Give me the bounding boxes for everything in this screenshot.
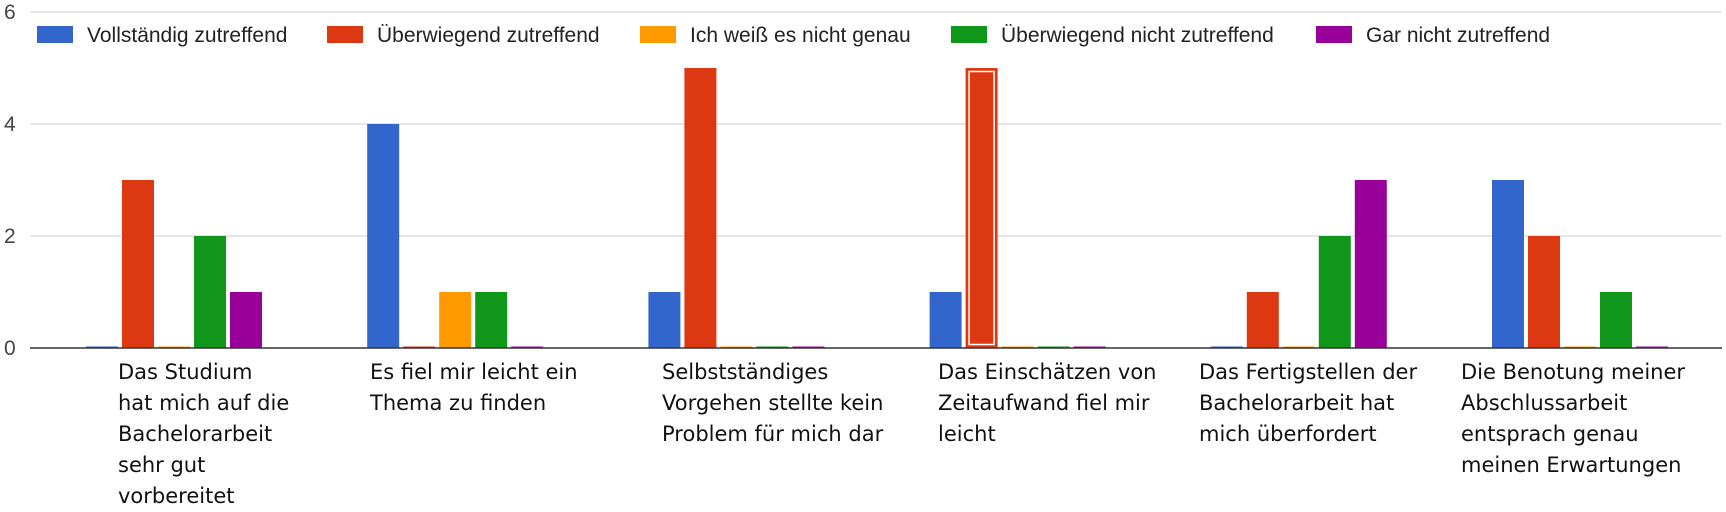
legend-swatch-4 bbox=[951, 26, 987, 43]
y-tick-label-2: 2 bbox=[4, 225, 16, 248]
bar-5-series-4 bbox=[1318, 236, 1351, 348]
legend-swatch-5 bbox=[1316, 26, 1352, 43]
y-tick-label-0: 0 bbox=[4, 337, 16, 360]
bars bbox=[86, 68, 1668, 348]
bar-highlight-outline bbox=[968, 70, 995, 346]
legend-label-5: Gar nicht zutreffend bbox=[1366, 24, 1550, 47]
bar-6-series-1 bbox=[1492, 180, 1524, 348]
x-tick-label-4: Das Einschätzen von Zeitaufwand fiel mir… bbox=[938, 360, 1157, 446]
legend-label-4: Überwiegend nicht zutreffend bbox=[1001, 24, 1274, 47]
legend-label-2: Überwiegend zutreffend bbox=[377, 24, 600, 47]
bar-6-series-2 bbox=[1528, 236, 1560, 348]
x-tick-label-3: Selbstständiges Vorgehen stellte kein Pr… bbox=[662, 360, 884, 446]
legend: Vollständig zutreffend Überwiegend zutref… bbox=[37, 24, 1550, 47]
legend-label-3: Ich weiß es nicht genau bbox=[690, 24, 911, 47]
bar-2-series-3 bbox=[439, 292, 472, 348]
bar-5-series-2 bbox=[1246, 292, 1279, 348]
x-tick-label-6: Die Benotung meiner Abschlussarbeit ents… bbox=[1461, 360, 1686, 477]
x-tick-label-2: Es fiel mir leicht ein Thema zu finden bbox=[370, 360, 578, 415]
bar-3-series-2 bbox=[684, 68, 717, 348]
y-tick-label-4: 4 bbox=[4, 113, 16, 136]
x-tick-label-5: Das Fertigstellen der Bachelorarbeit hat… bbox=[1199, 360, 1418, 446]
legend-label-1: Vollständig zutreffend bbox=[87, 24, 287, 47]
legend-swatch-2 bbox=[327, 26, 363, 43]
bar-1-series-5 bbox=[230, 292, 262, 348]
y-tick-label-6: 6 bbox=[4, 1, 16, 24]
bar-6-series-4 bbox=[1600, 292, 1632, 348]
bar-5-series-5 bbox=[1354, 180, 1387, 348]
y-axis-ticks: 0 2 4 6 bbox=[4, 1, 16, 360]
bar-1-series-4 bbox=[194, 236, 226, 348]
bar-4-series-2 bbox=[965, 68, 998, 348]
legend-swatch-3 bbox=[640, 26, 676, 43]
bar-3-series-1 bbox=[648, 292, 681, 348]
bar-2-series-1 bbox=[367, 124, 400, 348]
gridlines bbox=[30, 11, 1722, 237]
bar-1-series-2 bbox=[122, 180, 154, 348]
bar-4-series-1 bbox=[929, 292, 962, 348]
legend-swatch-1 bbox=[37, 26, 73, 43]
bar-2-series-4 bbox=[475, 292, 508, 348]
x-tick-label-1: Das Studium hat mich auf die Bachelorarb… bbox=[118, 360, 290, 508]
